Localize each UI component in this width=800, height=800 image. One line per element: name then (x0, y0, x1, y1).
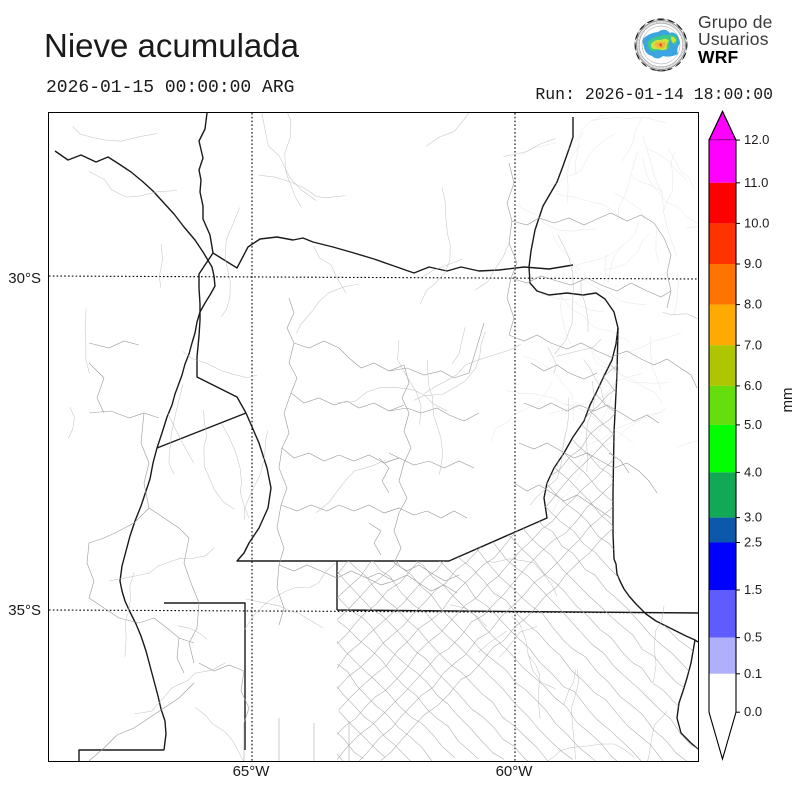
svg-text:3.0: 3.0 (744, 510, 762, 525)
svg-text:0.0: 0.0 (744, 704, 762, 719)
svg-text:7.0: 7.0 (744, 337, 762, 352)
svg-text:5.0: 5.0 (744, 417, 762, 432)
svg-text:6.0: 6.0 (744, 378, 762, 393)
svg-text:0.5: 0.5 (744, 630, 762, 645)
svg-text:11.0: 11.0 (744, 175, 768, 190)
svg-text:12.0: 12.0 (744, 132, 769, 147)
svg-text:4.0: 4.0 (744, 464, 762, 479)
svg-text:9.0: 9.0 (744, 256, 762, 271)
svg-text:10.0: 10.0 (744, 215, 769, 230)
svg-text:1.5: 1.5 (744, 582, 762, 597)
svg-text:0.1: 0.1 (744, 666, 762, 681)
svg-text:2.5: 2.5 (744, 535, 762, 550)
svg-text:8.0: 8.0 (744, 297, 762, 312)
